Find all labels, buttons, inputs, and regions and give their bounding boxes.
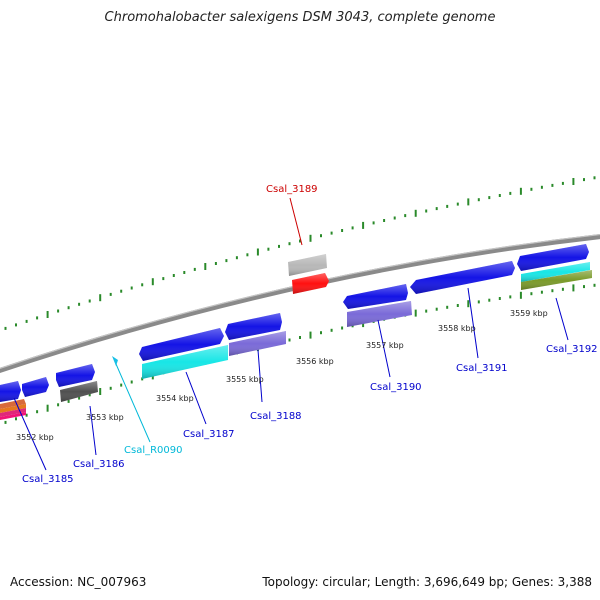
scale-label-3554: 3554 kbp (156, 394, 194, 403)
gene-csal-3186-feature[interactable] (22, 364, 98, 402)
gene-label-csal-3191[interactable]: Csal_3191 (456, 363, 508, 374)
outer-tick-ring (4, 176, 596, 330)
scale-label-3557: 3557 kbp (366, 341, 404, 350)
scale-label-3559: 3559 kbp (510, 309, 548, 318)
gene-csal-3187-feature[interactable] (139, 328, 228, 379)
genome-backbone (0, 234, 600, 373)
gene-csal-3189-feature[interactable] (288, 254, 329, 294)
scale-label-3558: 3558 kbp (438, 324, 476, 333)
gene-label-csal-3186[interactable]: Csal_3186 (73, 459, 125, 470)
scale-label-3553: 3553 kbp (86, 413, 124, 422)
gene-csal-3192-feature[interactable] (517, 244, 592, 290)
scale-label-3556: 3556 kbp (296, 357, 334, 366)
genome-summary-text: Topology: circular; Length: 3,696,649 bp… (262, 575, 592, 589)
gene-csal-3185-feature[interactable] (0, 381, 21, 402)
gene-labels: Csal_3185 Csal_3186 Csal_R0090 Csal_3187… (22, 184, 598, 485)
callout-lines (13, 197, 569, 471)
gene-label-csal-r0090[interactable]: Csal_R0090 (124, 445, 183, 456)
gene-label-csal-3192[interactable]: Csal_3192 (546, 344, 598, 355)
gene-csal-3191-feature[interactable] (410, 261, 515, 294)
scale-labels: 3552 kbp 3553 kbp 3554 kbp 3555 kbp 3556… (16, 309, 548, 442)
gene-csal-3188-feature[interactable] (225, 313, 286, 356)
map-title: Chromohalobacter salexigens DSM 3043, co… (104, 10, 496, 25)
gene-label-csal-3190[interactable]: Csal_3190 (370, 382, 422, 393)
gene-label-csal-3188[interactable]: Csal_3188 (250, 411, 302, 422)
gene-label-csal-3187[interactable]: Csal_3187 (183, 429, 235, 440)
gene-label-csal-3185[interactable]: Csal_3185 (22, 474, 74, 485)
scale-label-3552: 3552 kbp (16, 433, 54, 442)
scale-label-3555: 3555 kbp (226, 375, 264, 384)
gene-features (0, 244, 592, 420)
gene-csal-3190-feature[interactable] (343, 284, 412, 327)
gene-label-csal-3189[interactable]: Csal_3189 (266, 184, 318, 195)
accession-text: Accession: NC_007963 (10, 575, 147, 589)
gene-csal-r0090-feature[interactable] (112, 356, 118, 366)
